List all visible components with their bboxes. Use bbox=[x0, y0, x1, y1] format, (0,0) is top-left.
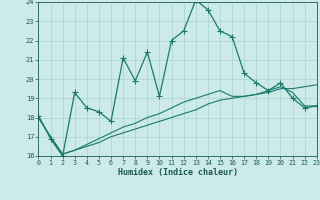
X-axis label: Humidex (Indice chaleur): Humidex (Indice chaleur) bbox=[118, 168, 238, 177]
